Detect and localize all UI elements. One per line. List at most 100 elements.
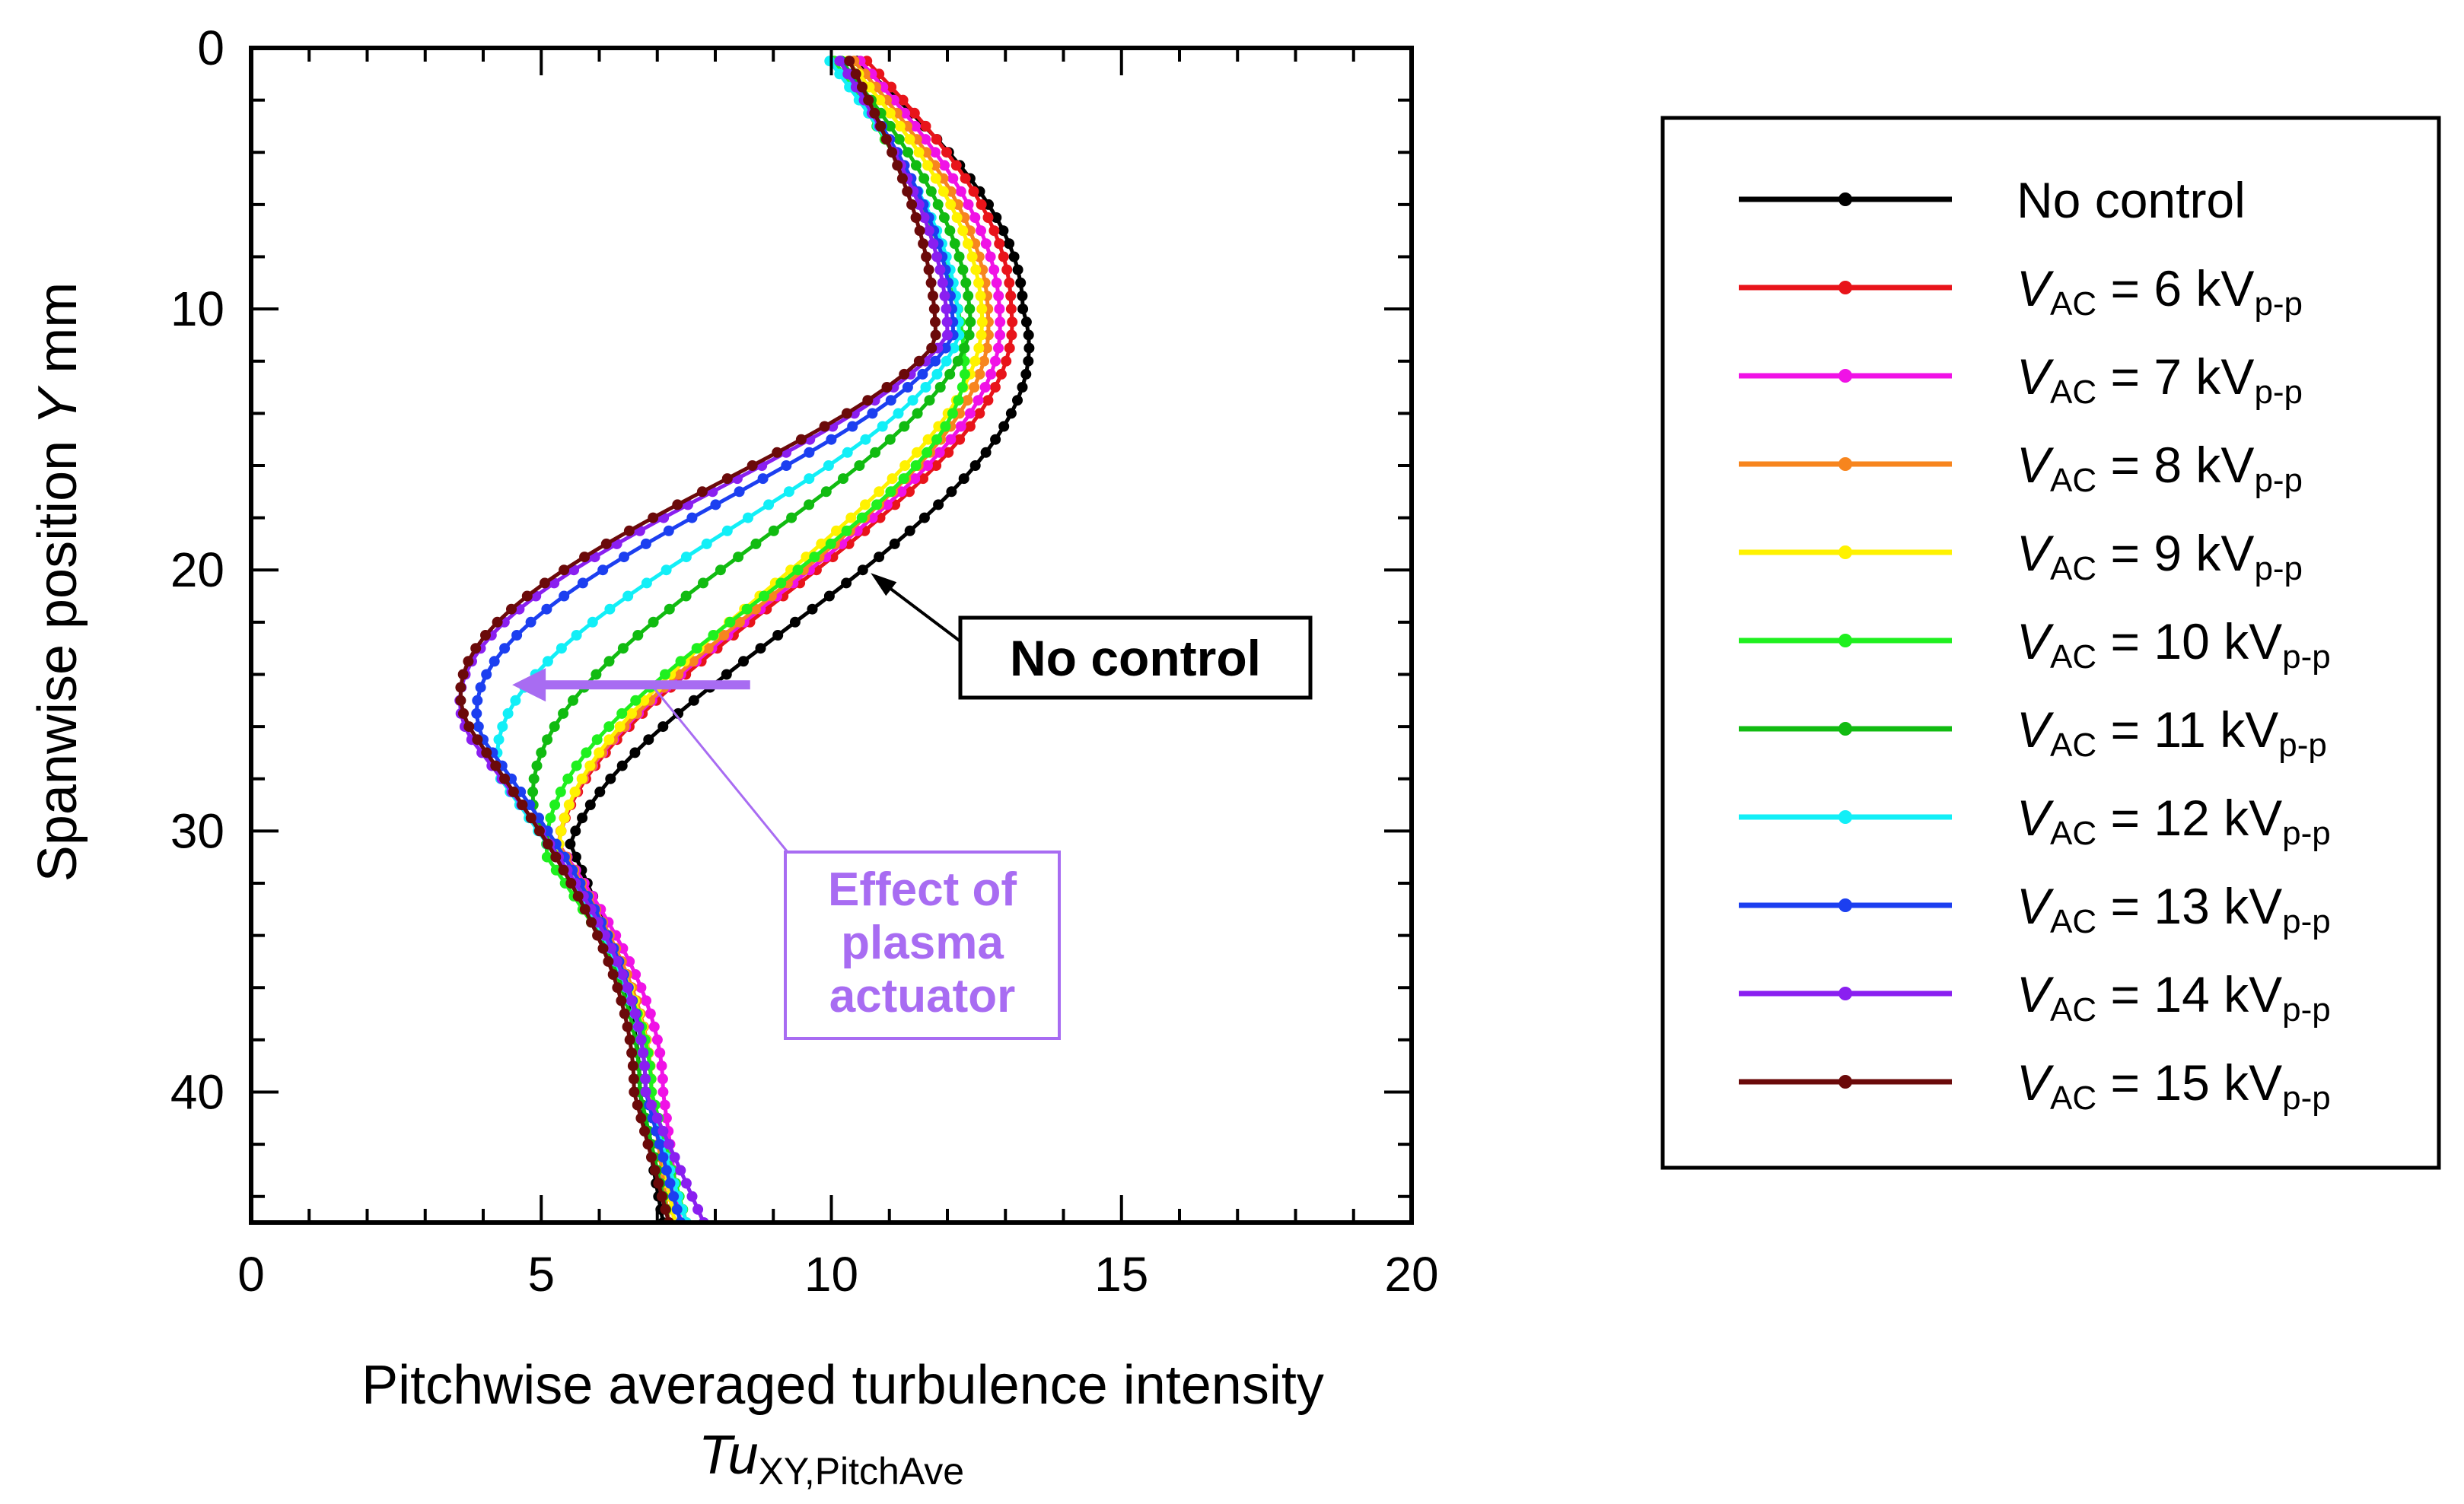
axes: 0 5 10 15 20 0 10 20 30 40 Pitchwise averaged turb… xyxy=(27,21,1439,1493)
data-point xyxy=(660,669,670,680)
data-point xyxy=(938,212,950,223)
data-point xyxy=(550,851,562,863)
data-point xyxy=(624,1034,635,1045)
data-point xyxy=(1020,316,1032,328)
data-point xyxy=(558,707,569,719)
data-point xyxy=(980,238,992,250)
data-point xyxy=(455,682,466,693)
data-point xyxy=(930,173,941,184)
data-point xyxy=(597,564,609,576)
data-point xyxy=(675,656,686,667)
data-point xyxy=(899,107,911,119)
data-point xyxy=(565,838,576,850)
data-point xyxy=(903,147,914,158)
data-point xyxy=(842,447,853,458)
data-point xyxy=(755,643,766,654)
data-point xyxy=(640,1073,651,1085)
legend-label: VAC = 14 kVp-p xyxy=(2017,966,2331,1029)
data-point xyxy=(962,238,973,250)
data-point xyxy=(809,552,820,563)
data-point xyxy=(990,434,1001,445)
data-point xyxy=(909,107,920,119)
data-point xyxy=(671,1204,683,1215)
data-point xyxy=(875,120,887,132)
data-point xyxy=(639,1060,650,1072)
data-point xyxy=(885,486,896,498)
data-point xyxy=(940,421,951,432)
effect-callout-text: plasma xyxy=(841,917,1004,969)
no-control-callout-text: No control xyxy=(1010,630,1261,686)
data-point xyxy=(804,499,815,510)
data-point xyxy=(542,734,553,746)
data-point xyxy=(458,707,469,719)
x-tick-label: 20 xyxy=(1384,1247,1438,1302)
data-point xyxy=(691,643,702,654)
data-point xyxy=(896,173,908,184)
data-point xyxy=(629,1008,641,1019)
data-point xyxy=(701,538,712,549)
data-point xyxy=(741,603,753,615)
data-point xyxy=(934,264,946,275)
data-point xyxy=(577,812,588,824)
data-point xyxy=(627,1060,638,1072)
data-point xyxy=(490,760,501,771)
data-point xyxy=(649,1165,661,1176)
data-point xyxy=(702,643,714,654)
data-point xyxy=(960,173,971,184)
data-point xyxy=(550,864,562,876)
data-point xyxy=(888,94,899,106)
data-point xyxy=(937,277,948,288)
data-point xyxy=(934,447,945,458)
data-point xyxy=(562,773,574,784)
data-point xyxy=(1017,382,1028,393)
legend-item: VAC = 13 kVp-p xyxy=(1739,878,2331,940)
data-point xyxy=(909,473,921,485)
data-point xyxy=(657,1073,668,1085)
data-point xyxy=(508,786,519,797)
legend-item: VAC = 9 kVp-p xyxy=(1739,525,2303,587)
series-5 xyxy=(541,56,970,1223)
data-point xyxy=(850,68,861,80)
data-point xyxy=(645,1008,656,1019)
data-point xyxy=(886,81,897,93)
data-point xyxy=(930,316,941,328)
data-point xyxy=(884,120,896,132)
data-point xyxy=(475,682,486,693)
data-point xyxy=(899,368,910,380)
data-point xyxy=(976,304,988,315)
data-point xyxy=(952,199,963,210)
data-point xyxy=(576,773,587,784)
data-point xyxy=(646,1099,657,1111)
data-point xyxy=(825,538,836,549)
data-point xyxy=(807,603,818,615)
data-point xyxy=(969,355,981,367)
data-point xyxy=(628,1073,639,1085)
data-point xyxy=(899,460,911,471)
data-point xyxy=(629,1086,640,1098)
data-point xyxy=(906,199,918,210)
data-point xyxy=(463,721,475,733)
y-tick-label: 10 xyxy=(170,281,224,336)
no-control-callout-box xyxy=(958,615,1313,700)
legend-swatch-marker xyxy=(1838,634,1852,647)
data-point xyxy=(641,995,651,1006)
data-point xyxy=(1023,329,1034,341)
legend-swatch-marker xyxy=(1838,898,1852,912)
data-point xyxy=(928,238,939,250)
data-point xyxy=(920,120,931,132)
data-point xyxy=(959,368,970,380)
effect-callout-text: Effect of xyxy=(828,863,1017,916)
data-point xyxy=(931,434,943,445)
legend-label: VAC = 11 kVp-p xyxy=(2017,701,2327,764)
data-point xyxy=(772,447,783,458)
data-point xyxy=(1012,395,1023,406)
data-point xyxy=(721,473,733,485)
data-point xyxy=(962,395,973,406)
data-point xyxy=(913,355,925,367)
data-point xyxy=(1017,304,1029,315)
data-point xyxy=(874,94,886,106)
data-point xyxy=(549,800,561,810)
data-point xyxy=(642,1139,654,1150)
data-point xyxy=(953,251,965,262)
data-point xyxy=(922,460,933,471)
